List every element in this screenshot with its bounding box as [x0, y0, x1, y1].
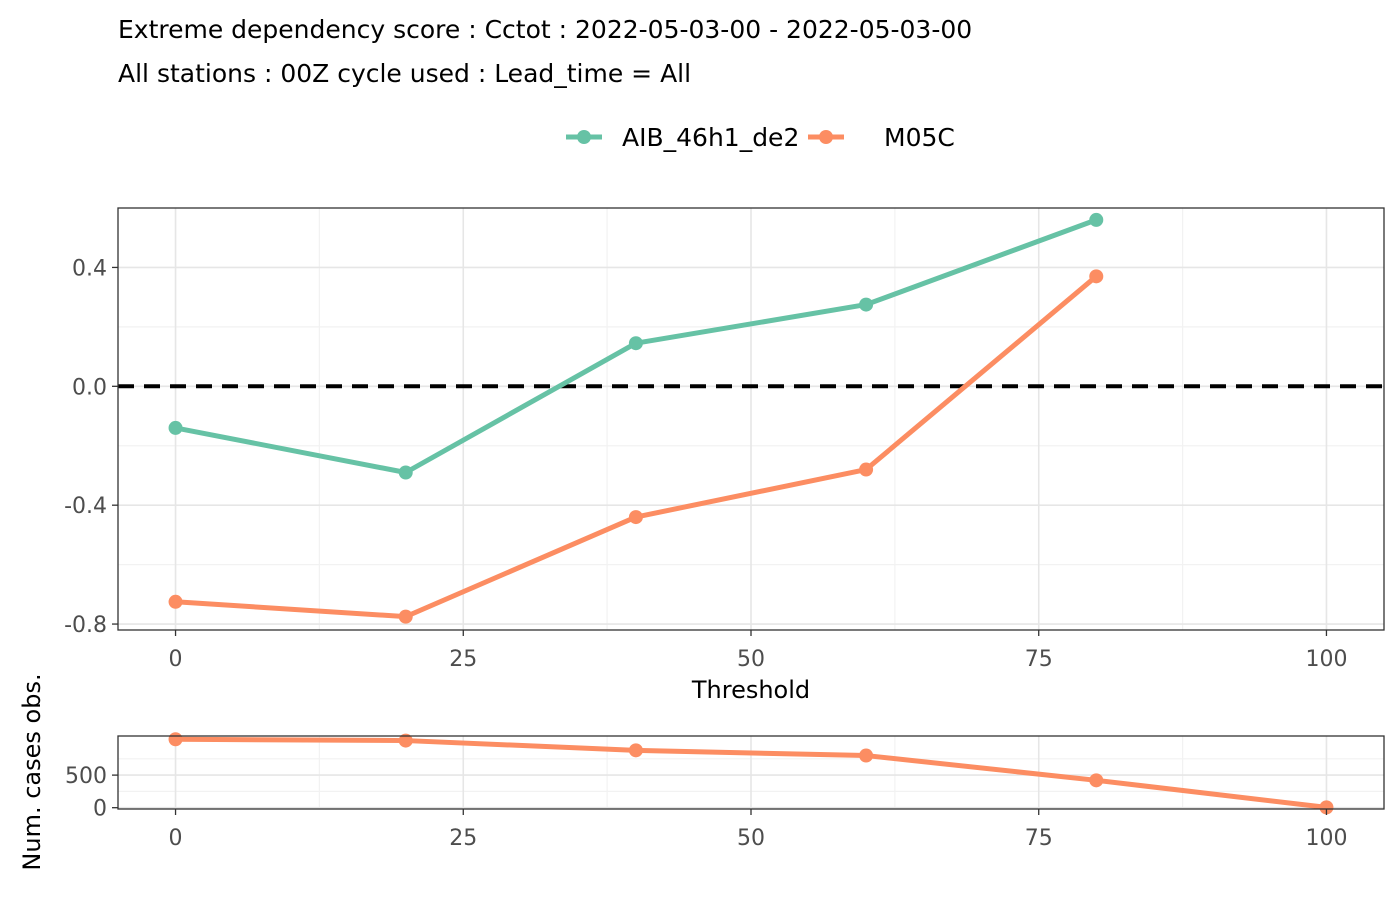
x-tick-label: 75 [1025, 647, 1053, 672]
x-tick-label: 75 [1025, 826, 1053, 851]
x-tick-label: 50 [737, 647, 765, 672]
data-point [1089, 773, 1104, 788]
legend-label: M05C [884, 123, 955, 152]
title-line-1: Extreme dependency score : Cctot : 2022-… [118, 15, 973, 44]
chart-title: Extreme dependency score : Cctot : 2022-… [118, 8, 972, 96]
data-point [168, 732, 183, 747]
data-point [859, 297, 874, 312]
series-line [173, 736, 1329, 810]
legend-label: AIB_46h1_de2 [622, 123, 799, 152]
x-tick-label: 50 [737, 826, 765, 851]
x-tick-label: 100 [1305, 826, 1347, 851]
x-tick-label: 0 [169, 826, 183, 851]
data-point [398, 465, 413, 480]
data-point [398, 609, 413, 624]
x-axis-label: Threshold [691, 676, 810, 704]
main-panel: 0 25 50 75 100 0.4 0.0 -0.4 -0.8 Threshold [64, 207, 1385, 704]
x-tick-label: 25 [449, 826, 477, 851]
x-tick-label: 0 [169, 647, 183, 672]
cases-panel: 0 25 50 75 100 0 500 Num. cases obs. [18, 673, 1385, 871]
legend-swatch-point [819, 130, 833, 144]
x-tick-label: 25 [449, 647, 477, 672]
data-point [628, 336, 643, 351]
data-point [1089, 269, 1104, 284]
y-axis-label: Num. cases obs. [18, 673, 46, 870]
data-point [628, 510, 643, 525]
y-tick-label: 0.0 [72, 375, 107, 400]
data-point [628, 743, 643, 758]
data-point [1319, 800, 1334, 815]
y-tick-label: 500 [65, 764, 107, 789]
title-line-2: All stations : 00Z cycle used : Lead_tim… [118, 59, 692, 88]
y-tick-label: -0.4 [64, 494, 107, 519]
legend-swatch-point [577, 130, 591, 144]
data-point [168, 420, 183, 435]
y-tick-label: 0 [93, 797, 107, 822]
data-point [859, 462, 874, 477]
data-point [168, 594, 183, 609]
legend: AIB_46h1_de2 M05C [566, 123, 955, 152]
data-point [398, 733, 413, 748]
y-tick-label: -0.8 [64, 613, 107, 638]
data-point [859, 748, 874, 763]
data-point [1089, 212, 1104, 227]
y-tick-label: 0.4 [72, 256, 107, 281]
x-tick-label: 100 [1305, 647, 1347, 672]
